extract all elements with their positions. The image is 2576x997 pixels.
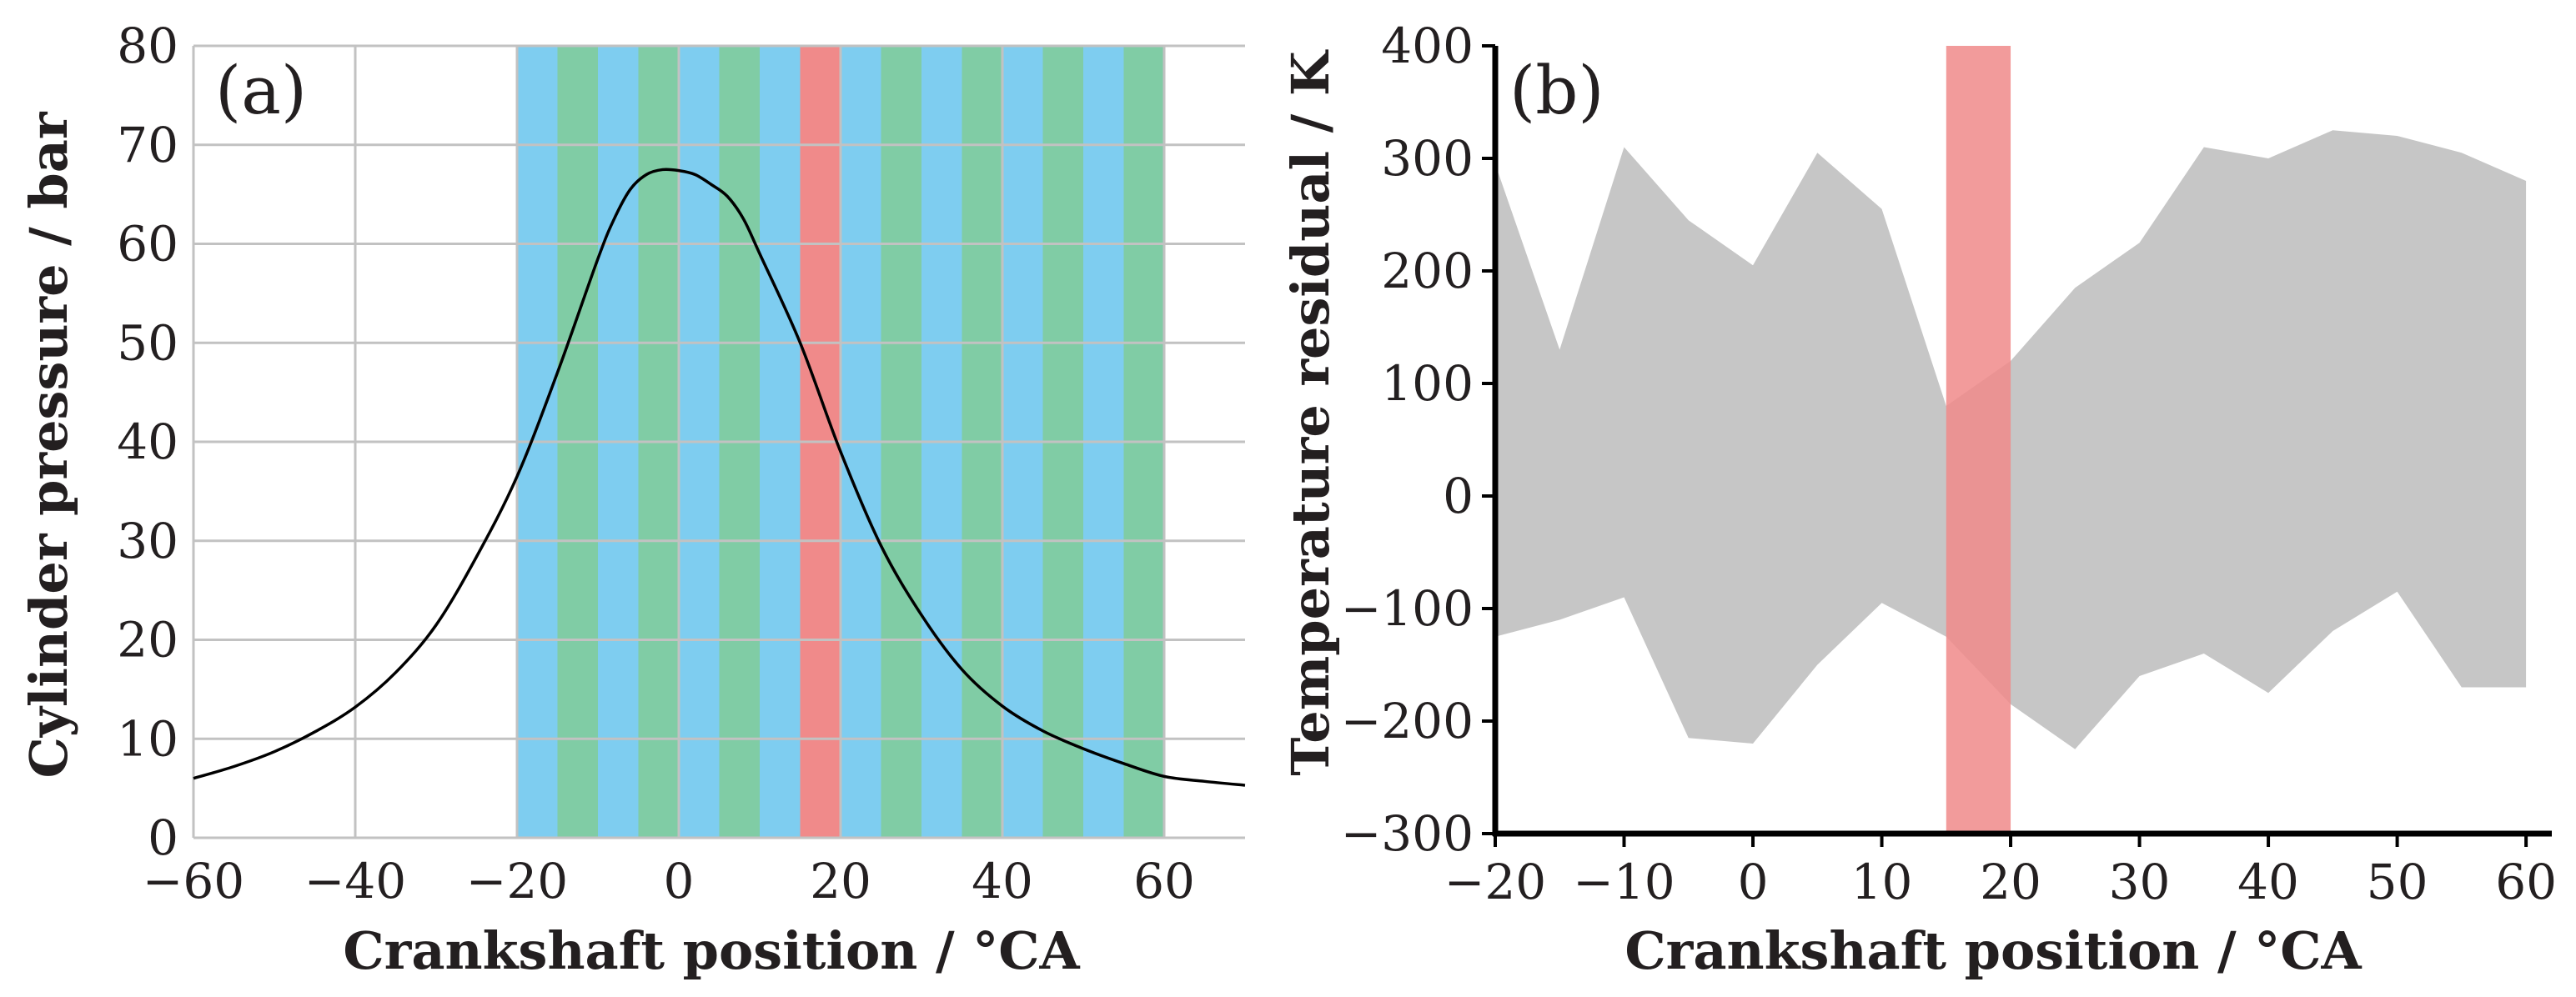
panel-b-ytick-label: −100 [1341,580,1474,637]
panel-b-ytick-label: 0 [1443,468,1474,524]
panel-a-x-axis-title: Crankshaft position / °CA [343,920,1080,981]
panel-b-ytick-label: 300 [1381,130,1474,187]
panel-a-ytick-label: 50 [117,314,178,371]
panel-b-y-axis-title: Temperature residual / K [1280,49,1341,776]
panel-b-x-axis-title: Crankshaft position / °CA [1624,920,2362,981]
panel-a-ytick-label: 20 [117,612,178,669]
panel-a-xtick-label: 40 [972,853,1033,909]
panel-b-ytick-label: 400 [1381,18,1474,74]
panel-b-xtick-label: 30 [2109,854,2171,910]
panel-a-tick-labels: 0 10 20 30 40 50 60 70 80 −60 −40 −20 0 20 40 60 [117,18,1195,909]
panel-b-xtick-label: 50 [2367,854,2428,910]
panel-b-ytick-label: −200 [1341,693,1474,749]
panel-a-ytick-label: 80 [117,18,178,74]
panel-a-xtick-label: 0 [664,853,695,909]
panel-b-label: (b) [1509,52,1604,129]
panel-a-xtick-label: −40 [304,853,406,909]
panel-a-pressure-chart: 0 10 20 30 40 50 60 70 80 −60 −40 −20 0 20 40 60 (a) Cr… [18,18,1246,981]
panel-a-ytick-label: 70 [117,117,178,173]
panel-a-label: (a) [215,52,307,129]
panel-b-band-overlay [1946,46,2011,834]
panel-b-xtick-label: 60 [2495,854,2557,910]
panel-b-xtick-label: −10 [1573,854,1675,910]
panel-a-ytick-label: 60 [117,216,178,273]
panel-a-xtick-label: 20 [810,853,871,909]
panel-a-ytick-label: 10 [117,710,178,767]
panel-b-axes [1482,44,2552,847]
panel-b-ytick-label: −300 [1341,805,1474,862]
panel-b-xtick-label: 40 [2237,854,2299,910]
panel-a-xtick-label: 60 [1133,853,1195,909]
panel-b-ytick-label: 200 [1381,243,1474,299]
panel-b-band-0 [1946,46,2011,834]
panel-a-xtick-label: −20 [466,853,568,909]
panel-a-pressure-line [193,168,1246,787]
panel-b-xtick-label: −20 [1444,854,1546,910]
panel-b-xtick-label: 0 [1738,854,1769,910]
panel-a-y-axis-title: Cylinder pressure / bar [18,111,79,778]
panel-a-ytick-label: 0 [148,809,178,866]
panel-a-ytick-label: 40 [117,413,178,470]
panel-b-ytick-label: 100 [1381,355,1474,412]
panel-a-series [193,168,1246,787]
panel-a-ytick-label: 30 [117,513,178,569]
panel-a-grid [192,44,1245,839]
panel-b-xtick-label: 10 [1851,854,1913,910]
panel-a-xtick-label: −60 [143,853,244,909]
panel-b-xtick-label: 20 [1980,854,2041,910]
